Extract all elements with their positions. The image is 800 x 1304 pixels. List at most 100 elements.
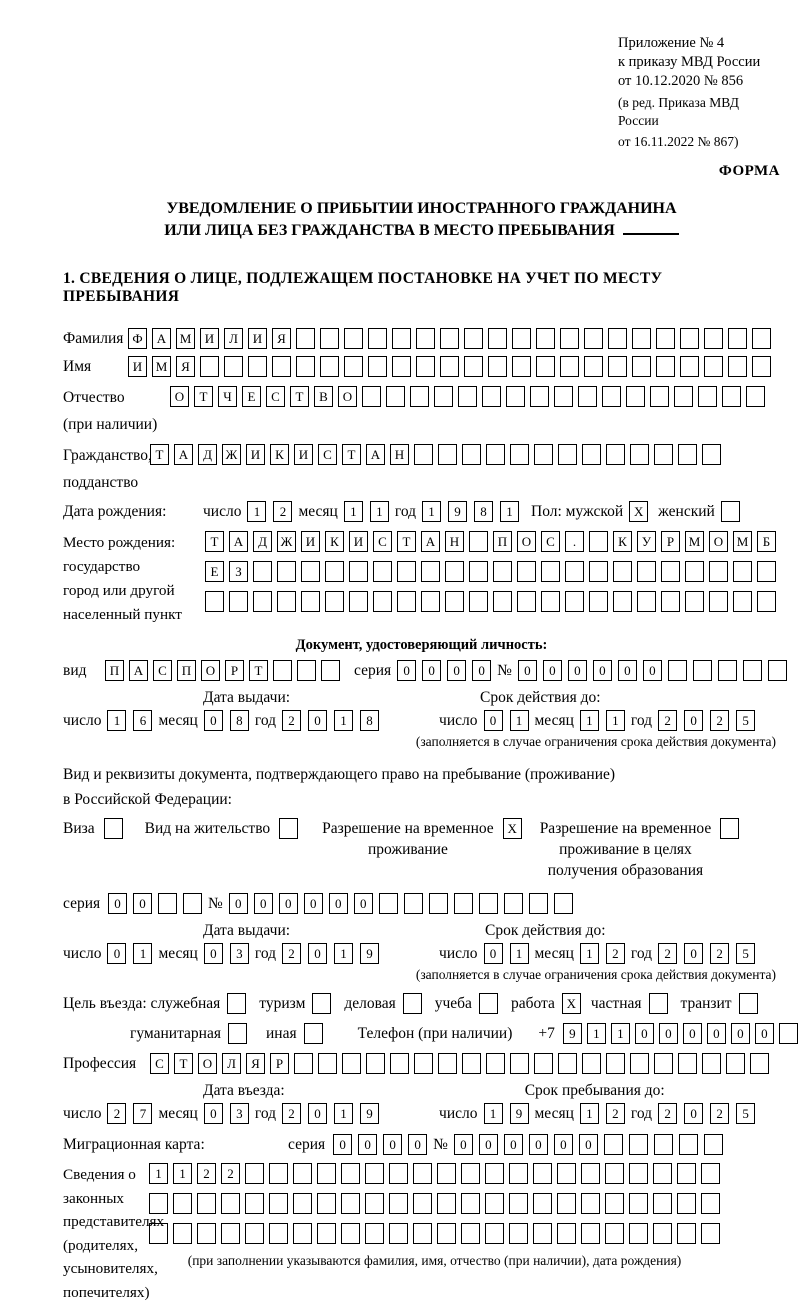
form-cell[interactable]: 7 [133, 1103, 153, 1124]
form-cell[interactable] [428, 893, 448, 914]
form-cell[interactable] [685, 591, 704, 612]
form-cell[interactable]: 0 [203, 943, 223, 964]
form-cell[interactable]: Д [198, 444, 217, 465]
form-cell[interactable] [469, 561, 488, 582]
form-cell[interactable]: 0 [303, 893, 323, 914]
form-cell[interactable] [626, 386, 645, 407]
form-cell[interactable]: С [541, 531, 560, 552]
form-cell[interactable] [294, 1053, 313, 1074]
form-cell[interactable] [453, 893, 473, 914]
form-cell[interactable] [512, 328, 531, 349]
form-cell[interactable] [438, 1053, 457, 1074]
form-cell[interactable]: 1 [579, 943, 599, 964]
form-cell[interactable] [342, 1053, 361, 1074]
form-cell[interactable] [173, 1193, 192, 1214]
form-cell[interactable]: С [153, 660, 172, 681]
form-cell[interactable] [410, 386, 429, 407]
form-cell[interactable] [414, 1053, 433, 1074]
form-cell[interactable]: Ч [218, 386, 237, 407]
form-cell[interactable] [321, 660, 340, 681]
form-cell[interactable]: Т [397, 531, 416, 552]
form-cell[interactable] [464, 356, 483, 377]
form-cell[interactable]: 0 [578, 1134, 598, 1155]
form-cell[interactable]: Т [150, 444, 169, 465]
form-cell[interactable]: Т [205, 531, 224, 552]
form-cell[interactable] [320, 328, 339, 349]
form-cell[interactable] [632, 356, 651, 377]
form-cell[interactable] [628, 1134, 648, 1155]
form-cell[interactable]: 1 [586, 1023, 606, 1044]
form-cell[interactable] [362, 386, 381, 407]
form-cell[interactable] [702, 1053, 721, 1074]
form-cell[interactable] [478, 893, 498, 914]
form-cell[interactable]: 2 [273, 501, 293, 522]
form-cell[interactable] [536, 328, 555, 349]
form-cell[interactable] [512, 356, 531, 377]
purpose-private-checkbox[interactable] [648, 993, 668, 1014]
purpose-tourism-checkbox[interactable] [312, 993, 332, 1014]
form-cell[interactable] [488, 328, 507, 349]
form-cell[interactable]: 0 [754, 1023, 774, 1044]
form-cell[interactable] [437, 1223, 456, 1244]
form-cell[interactable]: 1 [500, 501, 520, 522]
form-cell[interactable] [397, 591, 416, 612]
form-cell[interactable] [701, 1163, 720, 1184]
form-cell[interactable]: 9 [509, 1103, 529, 1124]
form-cell[interactable]: 2 [658, 1103, 678, 1124]
form-cell[interactable] [654, 1053, 673, 1074]
form-cell[interactable]: 0 [553, 1134, 573, 1155]
form-cell[interactable] [469, 591, 488, 612]
form-cell[interactable] [461, 1223, 480, 1244]
form-cell[interactable] [485, 1193, 504, 1214]
form-cell[interactable] [229, 591, 248, 612]
form-cell[interactable] [530, 386, 549, 407]
form-cell[interactable] [272, 356, 291, 377]
form-cell[interactable] [702, 444, 721, 465]
form-cell[interactable] [245, 1223, 264, 1244]
form-cell[interactable] [486, 444, 505, 465]
form-cell[interactable] [733, 591, 752, 612]
form-cell[interactable] [437, 1193, 456, 1214]
purpose-commercial-checkbox[interactable] [402, 993, 422, 1014]
form-cell[interactable]: З [229, 561, 248, 582]
form-cell[interactable] [509, 1163, 528, 1184]
form-cell[interactable] [197, 1223, 216, 1244]
form-cell[interactable]: 0 [483, 710, 503, 731]
form-cell[interactable] [692, 660, 712, 681]
form-cell[interactable]: 0 [383, 1134, 403, 1155]
form-cell[interactable] [701, 1193, 720, 1214]
form-cell[interactable] [534, 1053, 553, 1074]
form-cell[interactable] [366, 1053, 385, 1074]
form-cell[interactable] [589, 561, 608, 582]
form-cell[interactable] [248, 356, 267, 377]
form-cell[interactable]: 0 [706, 1023, 726, 1044]
form-cell[interactable] [581, 1193, 600, 1214]
form-cell[interactable] [517, 591, 536, 612]
form-cell[interactable]: 1 [149, 1163, 168, 1184]
form-cell[interactable] [678, 1134, 698, 1155]
form-cell[interactable] [413, 1193, 432, 1214]
form-cell[interactable] [221, 1193, 240, 1214]
form-cell[interactable]: С [266, 386, 285, 407]
form-cell[interactable] [437, 1163, 456, 1184]
form-cell[interactable] [297, 660, 316, 681]
form-cell[interactable] [253, 591, 272, 612]
form-cell[interactable]: О [170, 386, 189, 407]
form-cell[interactable] [677, 1163, 696, 1184]
form-cell[interactable] [438, 444, 457, 465]
form-cell[interactable] [678, 1053, 697, 1074]
form-cell[interactable] [402, 993, 422, 1014]
form-cell[interactable]: 0 [308, 710, 328, 731]
form-cell[interactable] [317, 1223, 336, 1244]
form-cell[interactable]: 1 [343, 501, 363, 522]
form-cell[interactable]: 2 [282, 1103, 302, 1124]
form-cell[interactable] [653, 1223, 672, 1244]
legal-reps-row3[interactable] [149, 1223, 720, 1244]
form-cell[interactable] [726, 1053, 745, 1074]
